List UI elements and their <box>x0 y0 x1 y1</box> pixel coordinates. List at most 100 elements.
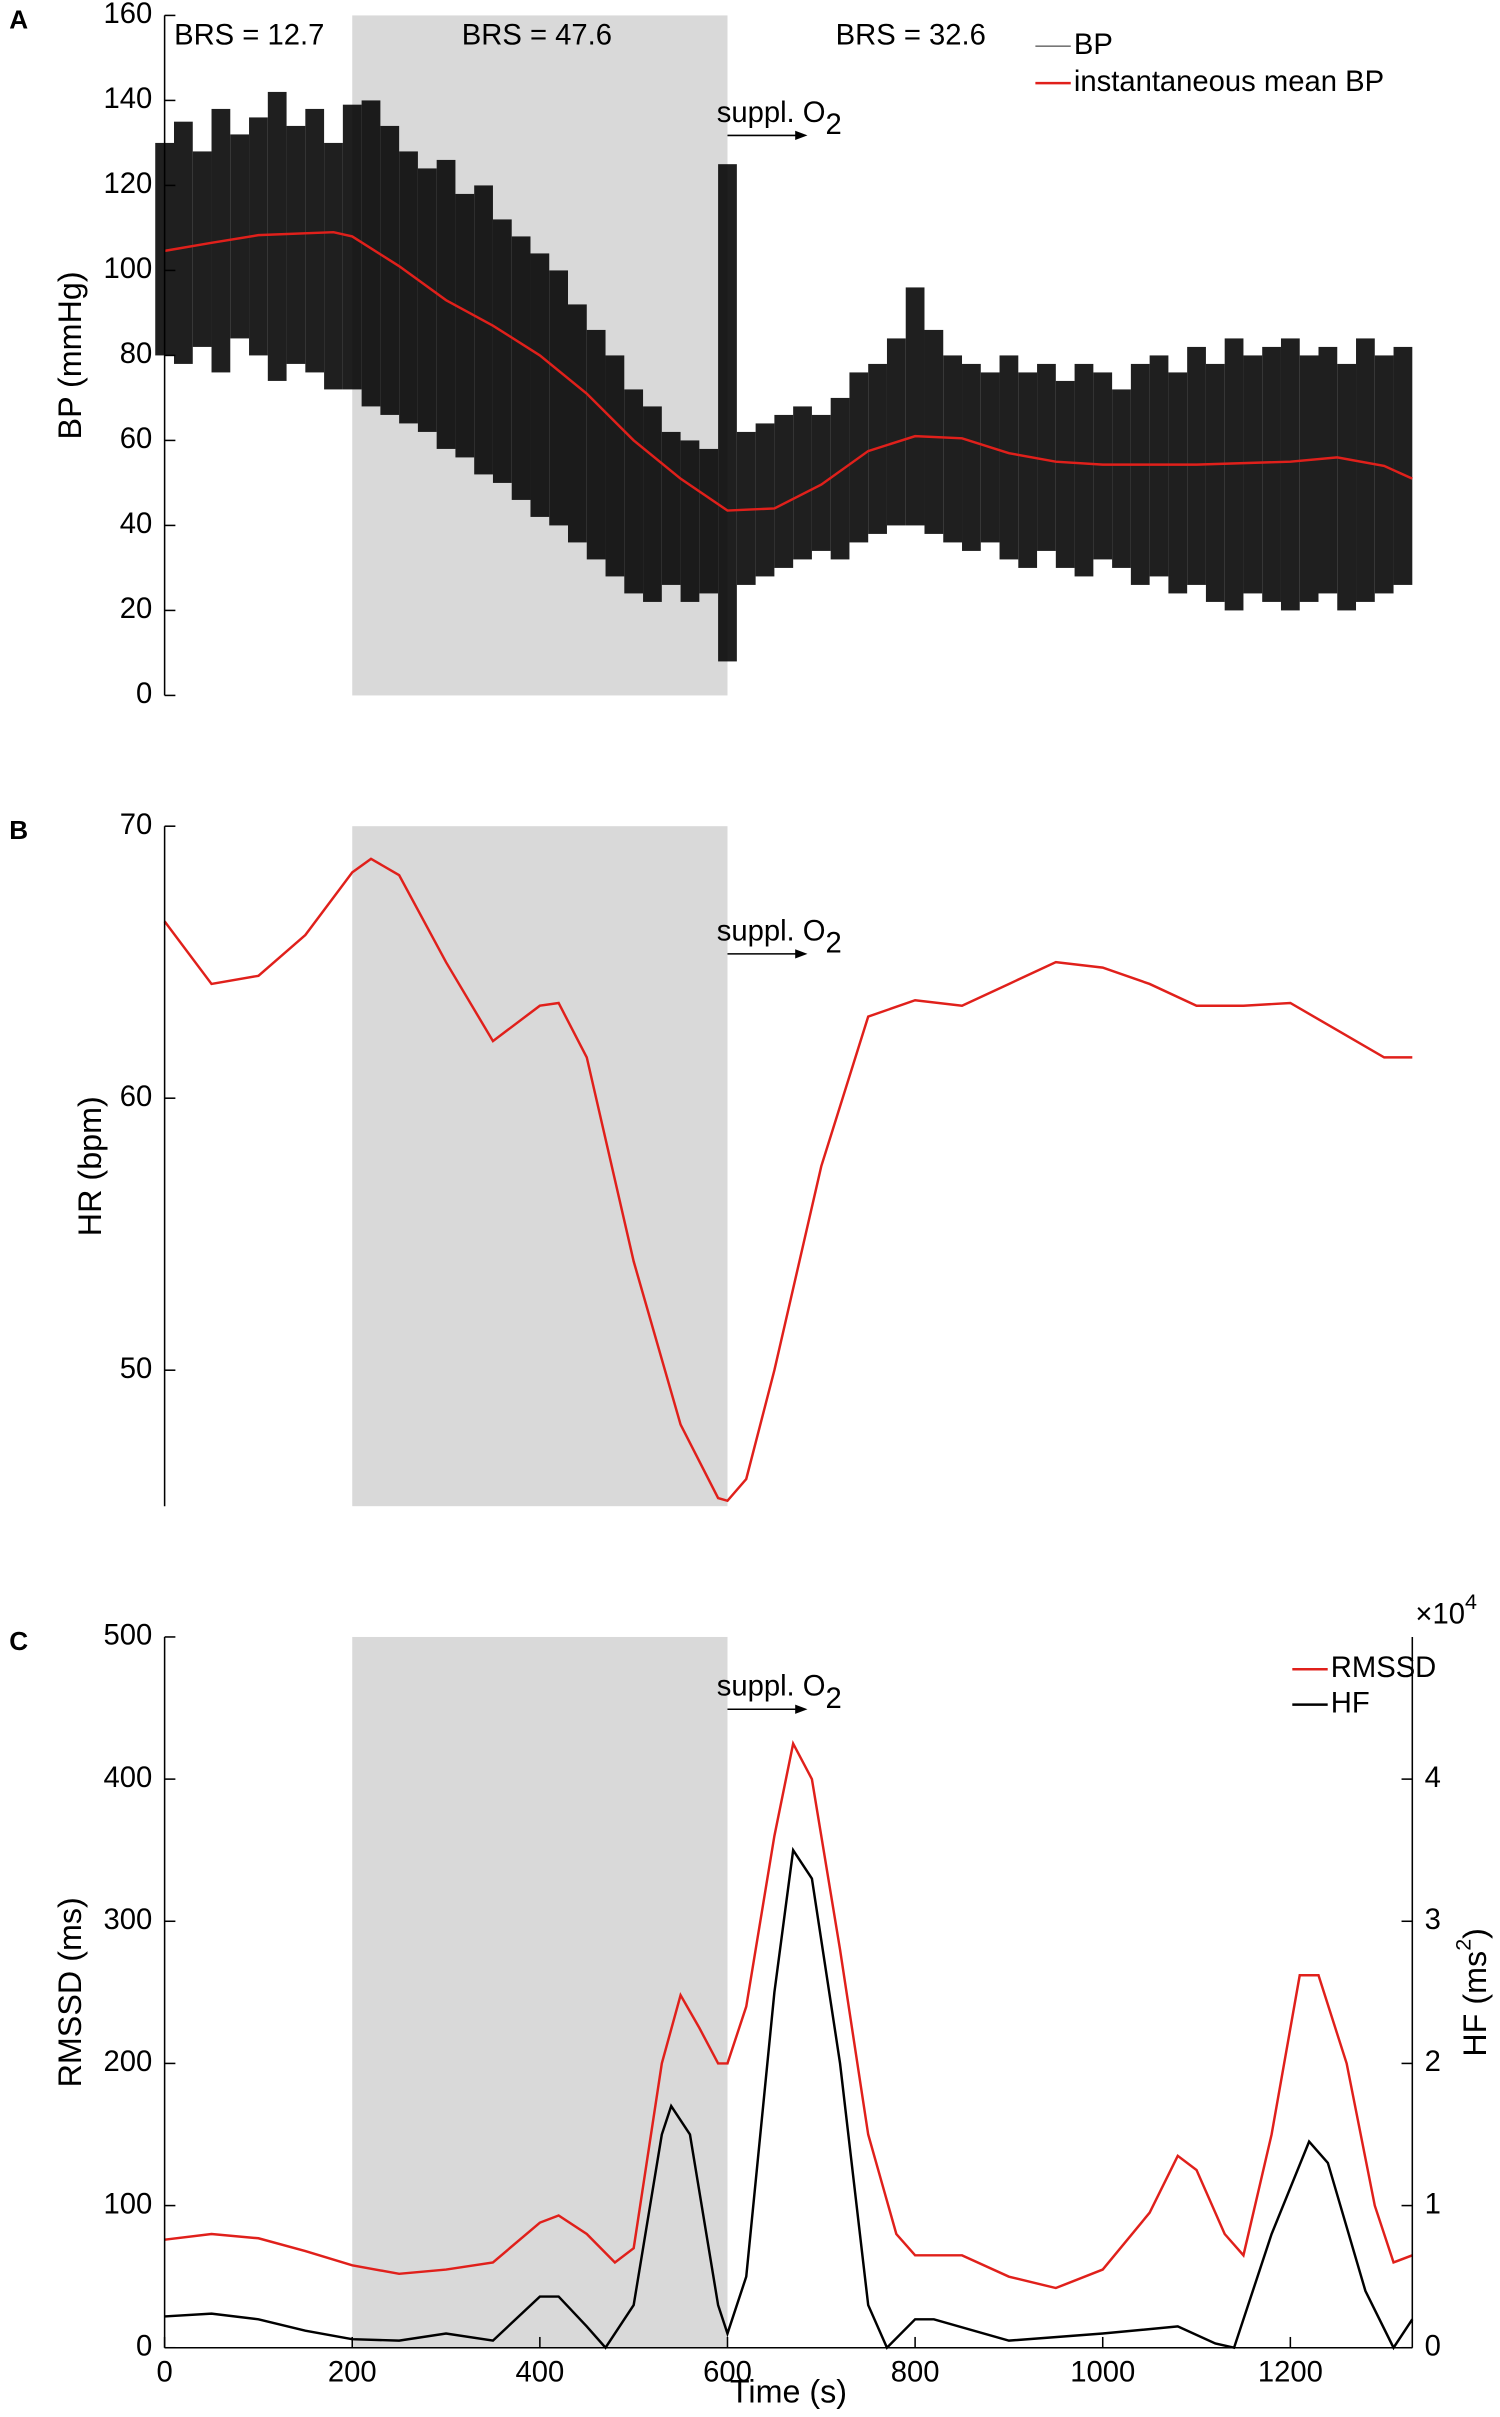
bp-band <box>886 338 906 526</box>
bp-band <box>980 372 1000 543</box>
legend-label: RMSSD <box>1331 1652 1437 1684</box>
x-tick-label: 600 <box>703 2357 752 2389</box>
y2-tick-label: 2 <box>1425 2046 1441 2078</box>
bp-band <box>1130 363 1150 585</box>
bp-band <box>1055 380 1075 568</box>
bp-band <box>830 397 850 560</box>
series-line <box>164 1739 1413 2290</box>
bp-band <box>699 448 719 594</box>
bp-band <box>1074 363 1094 577</box>
arrow-label: suppl. O2 <box>717 97 842 141</box>
arrow-head <box>795 1704 808 1714</box>
bp-band <box>1149 355 1169 577</box>
y-axis-label: RMSSD (ms) <box>52 1897 88 2087</box>
bp-band <box>1093 372 1113 560</box>
panel-letter: A <box>9 4 28 34</box>
bp-band <box>249 117 268 356</box>
arrow-head <box>795 949 808 959</box>
legend-label: instantaneous mean BP <box>1074 66 1384 98</box>
exponent-sup: 4 <box>1465 1590 1477 1614</box>
exponent-base: ×10 <box>1415 1598 1465 1630</box>
y2-tick-label: 3 <box>1425 1904 1441 1936</box>
x-tick-label: 1000 <box>1070 2357 1135 2389</box>
arrow-label-text: suppl. O <box>717 1670 826 1702</box>
y-tick-label: 0 <box>136 678 152 710</box>
bp-band <box>1337 363 1357 611</box>
y-tick-label: 50 <box>120 1353 153 1385</box>
y2-label-text: HF (ms <box>1456 1951 1492 2057</box>
brs-annotation: BRS = 32.6 <box>836 20 986 52</box>
arrow-label: suppl. O2 <box>717 915 842 959</box>
bp-band <box>192 151 212 347</box>
bp-band <box>342 104 362 390</box>
arrow-head <box>795 130 808 141</box>
bp-band <box>643 406 662 602</box>
shaded-region <box>352 826 728 1507</box>
y2-tick-label: 0 <box>1425 2330 1441 2362</box>
panel-letter: B <box>9 815 28 845</box>
bp-band <box>530 253 550 517</box>
bp-band <box>736 431 756 585</box>
panel-letter: C <box>9 1626 28 1656</box>
x-tick-label: 800 <box>891 2357 940 2389</box>
bp-band <box>943 355 963 543</box>
bp-band <box>474 185 493 475</box>
bp-band <box>905 287 925 526</box>
bp-band <box>267 91 287 381</box>
bp-band <box>586 329 606 560</box>
y-tick-label: 80 <box>120 338 153 370</box>
arrow-label-sub: 2 <box>826 927 842 959</box>
y-tick-label: 0 <box>136 2330 152 2362</box>
bp-band <box>417 168 437 432</box>
bp-band <box>1280 338 1300 611</box>
bp-band <box>924 329 944 534</box>
bp-band <box>1018 372 1038 568</box>
bp-band <box>1168 372 1188 594</box>
bp-band <box>605 355 625 577</box>
x-tick-label: 400 <box>515 2357 564 2389</box>
y-tick-label: 140 <box>104 83 153 115</box>
x-tick-label: 200 <box>328 2357 377 2389</box>
shaded-region <box>352 1636 728 2348</box>
y-tick-label: 40 <box>120 508 153 540</box>
arrow-label-sub: 2 <box>826 109 842 141</box>
bp-band <box>286 125 306 364</box>
y-axis-label: BP (mmHg) <box>52 271 88 439</box>
bp-band <box>811 414 831 551</box>
bp-band <box>1393 346 1413 585</box>
bp-band <box>455 193 475 458</box>
y-tick-label: 70 <box>120 809 153 841</box>
arrow-label-text: suppl. O <box>717 97 826 129</box>
y-tick-label: 400 <box>104 1762 153 1794</box>
bp-band <box>511 236 531 500</box>
bp-band <box>399 151 418 424</box>
bp-band <box>661 431 681 585</box>
y-tick-label: 20 <box>120 593 153 625</box>
bp-band <box>624 389 644 594</box>
bp-band <box>718 164 737 662</box>
y-tick-label: 100 <box>104 2188 153 2220</box>
brs-annotation: BRS = 12.7 <box>174 20 324 52</box>
y-tick-label: 120 <box>104 168 153 200</box>
bp-band <box>436 159 456 449</box>
y2-tick-label: 1 <box>1425 2188 1441 2220</box>
y-tick-label: 200 <box>104 2046 153 2078</box>
bp-band <box>1356 338 1375 602</box>
bp-band <box>999 355 1019 560</box>
y2-label-sup: 2 <box>1451 1939 1475 1951</box>
bp-band <box>230 134 250 339</box>
y-tick-label: 500 <box>104 1620 153 1652</box>
bp-band <box>774 414 794 568</box>
bp-band <box>1299 355 1319 602</box>
bp-band <box>1318 346 1338 594</box>
brs-annotation: BRS = 47.6 <box>462 20 612 52</box>
bp-band <box>324 142 343 390</box>
bp-band <box>1187 346 1206 585</box>
bp-band <box>1243 355 1263 594</box>
y-axis-label: HR (bpm) <box>72 1096 108 1236</box>
legend-label: HF <box>1331 1687 1370 1719</box>
series-line <box>164 1846 1414 2351</box>
bp-band <box>755 423 775 577</box>
bp-band <box>1262 346 1281 602</box>
y2-tick-label: 4 <box>1425 1762 1441 1794</box>
